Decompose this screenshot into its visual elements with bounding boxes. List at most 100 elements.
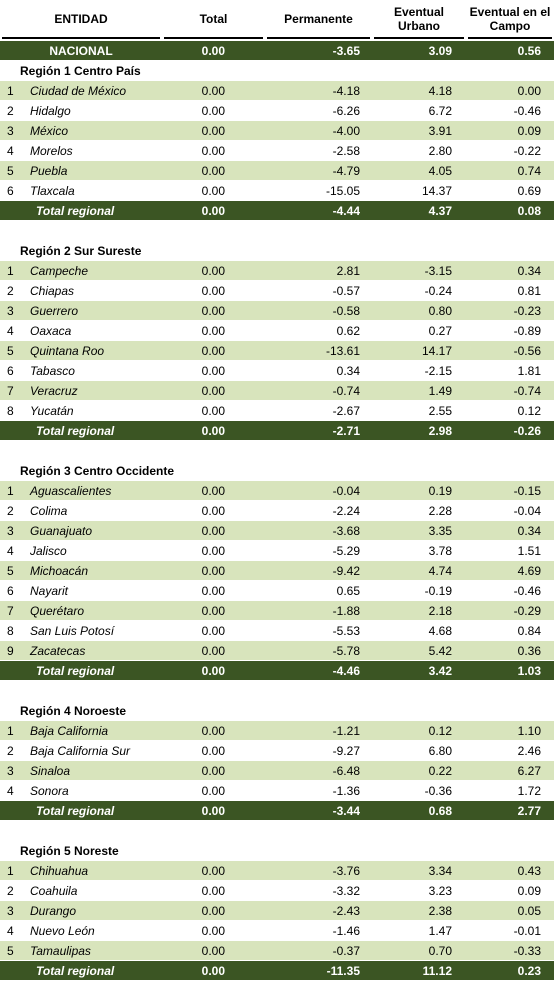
cell-value: -1.36	[332, 784, 360, 798]
cell-value: 0.00	[201, 524, 225, 538]
row-number: 8	[7, 404, 14, 418]
cell-value: 0.00	[201, 664, 225, 678]
cell-value: -0.56	[513, 344, 541, 358]
column-header: Total	[199, 11, 228, 26]
cell-value: -2.15	[424, 364, 452, 378]
entity-name: San Luis Potosí	[30, 624, 115, 638]
cell-value: -0.04	[332, 484, 360, 498]
cell-value: 0.00	[201, 804, 225, 818]
header-underline	[374, 37, 464, 39]
entity-name: Coahuila	[30, 884, 78, 898]
cell-value: 0.00	[201, 264, 225, 278]
row-number: 8	[7, 624, 14, 638]
entity-name: Morelos	[30, 144, 73, 158]
cell-value: -4.44	[332, 204, 360, 218]
cell-value: 0.05	[517, 904, 541, 918]
row-stripe	[0, 861, 554, 881]
row-stripe	[0, 261, 554, 281]
row-number: 4	[7, 924, 14, 938]
cell-value: 3.78	[428, 544, 452, 558]
cell-value: 0.00	[201, 344, 225, 358]
column-header: Eventual en el Campo	[469, 4, 551, 33]
row-stripe	[0, 161, 554, 181]
cell-value: -0.22	[513, 144, 541, 158]
cell-value: -1.46	[332, 924, 360, 938]
entity-name: Veracruz	[30, 384, 78, 398]
cell-value: 0.00	[201, 304, 225, 318]
cell-value: 6.27	[517, 764, 541, 778]
entity-name: Nayarit	[30, 584, 69, 598]
cell-value: 0.08	[517, 204, 541, 218]
cell-value: -1.21	[332, 724, 360, 738]
cell-value: 2.81	[336, 264, 360, 278]
cell-value: -11.35	[326, 964, 360, 978]
cell-value: -0.26	[513, 424, 541, 438]
cell-value: 0.00	[201, 944, 225, 958]
total-label: Total regional	[36, 664, 115, 678]
row-stripe	[0, 81, 554, 101]
cell-value: 1.10	[517, 724, 541, 738]
region-title: Región 3 Centro Occidente	[20, 464, 175, 478]
cell-value: 0.19	[428, 484, 452, 498]
column-header: Permanente	[284, 11, 353, 26]
cell-value: 0.00	[201, 44, 225, 58]
cell-value: 0.00	[517, 84, 541, 98]
cell-value: 1.03	[517, 664, 541, 678]
cell-value: 0.00	[201, 144, 225, 158]
cell-value: 0.00	[201, 564, 225, 578]
cell-value: -6.48	[332, 764, 360, 778]
cell-value: 2.18	[428, 604, 452, 618]
cell-value: -1.88	[332, 604, 360, 618]
cell-value: 0.09	[517, 884, 541, 898]
row-number: 7	[7, 384, 14, 398]
entity-name: Jalisco	[30, 544, 67, 558]
row-number: 3	[7, 904, 14, 918]
entity-name: Michoacán	[30, 564, 89, 578]
total-label: Total regional	[36, 204, 115, 218]
cell-value: -0.15	[513, 484, 541, 498]
row-stripe	[0, 641, 554, 661]
cell-value: 0.00	[201, 724, 225, 738]
cell-value: 0.00	[201, 904, 225, 918]
cell-value: 0.80	[428, 304, 452, 318]
row-stripe	[0, 721, 554, 741]
row-number: 7	[7, 604, 14, 618]
cell-value: 2.38	[428, 904, 452, 918]
entity-name: Puebla	[30, 164, 68, 178]
region-title: Región 4 Noroeste	[20, 704, 127, 718]
cell-value: 0.00	[201, 424, 225, 438]
cell-value: 0.65	[336, 584, 360, 598]
row-number: 1	[7, 724, 14, 738]
cell-value: -4.00	[332, 124, 360, 138]
cell-value: 3.42	[428, 664, 452, 678]
row-stripe	[0, 901, 554, 921]
cell-value: 3.35	[428, 524, 452, 538]
total-row	[0, 961, 554, 981]
cell-value: 0.27	[428, 324, 452, 338]
cell-value: 6.72	[428, 104, 452, 118]
row-number: 2	[7, 884, 14, 898]
cell-value: -2.71	[332, 424, 360, 438]
entity-name: Tamaulipas	[30, 944, 91, 958]
row-number: 6	[7, 184, 14, 198]
cell-value: 0.23	[517, 964, 541, 978]
cell-value: 2.46	[517, 744, 541, 758]
cell-value: 6.80	[428, 744, 452, 758]
cell-value: 0.00	[201, 924, 225, 938]
cell-value: -2.43	[332, 904, 360, 918]
cell-value: 0.00	[201, 884, 225, 898]
cell-value: -4.18	[332, 84, 360, 98]
cell-value: 0.34	[517, 524, 541, 538]
entity-name: Zacatecas	[30, 644, 86, 658]
entity-name: México	[30, 124, 69, 138]
cell-value: -2.58	[332, 144, 360, 158]
cell-value: -6.26	[332, 104, 360, 118]
entity-name: Hidalgo	[30, 104, 71, 118]
cell-value: 0.00	[201, 164, 225, 178]
cell-value: 0.00	[201, 204, 225, 218]
cell-value: 0.00	[201, 604, 225, 618]
entity-name: Nuevo León	[30, 924, 95, 938]
cell-value: -0.46	[513, 584, 541, 598]
entity-name: Durango	[30, 904, 77, 918]
